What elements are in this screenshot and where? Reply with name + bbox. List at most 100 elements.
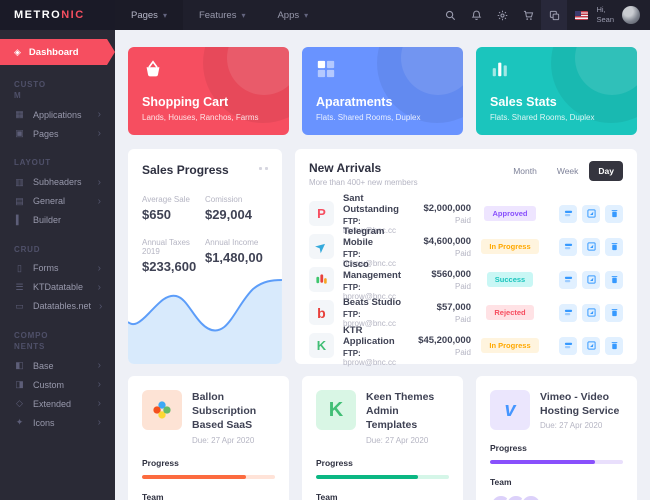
sidebar-item-subheaders[interactable]: ▥ Subheaders › [14,173,101,192]
stat-label: Annual Income [204,238,259,247]
sidebar-section-crud: CRUD ▯ Forms › ☰ KTDatatable › ▭ Datatab… [0,244,115,316]
sidebar-section-custom: CUSTOM ▦ Applications › ▣ Pages › [0,79,115,143]
filter-week-button[interactable]: Week [556,166,579,176]
keen-k-icon: K [316,390,356,430]
header-nav-features[interactable]: Features ▾ [183,0,262,30]
more-options-icon[interactable] [258,167,268,170]
settings-action-icon[interactable] [559,237,577,256]
user-avatar[interactable] [622,6,640,24]
sales-progress-stats: Average Sale $650 Comission $29,004 Annu… [142,195,268,274]
project-title[interactable]: Vimeo - Video Hosting Service [540,391,620,418]
filter-month-button[interactable]: Month [513,166,537,176]
language-flag-us[interactable] [575,10,589,20]
sidebar-item-datatables-net[interactable]: ▭ Datatables.net › [14,297,102,316]
settings-action-icon[interactable] [559,336,577,355]
delete-trash-icon[interactable] [605,303,623,322]
arrival-ftp: FTP: bprow@bnc.cc [342,310,396,328]
arrival-amount: $560,000 Paid [431,268,471,291]
sidebar-item-dashboard-label: Dashboard [28,46,79,58]
table-icon: ▭ [15,300,24,311]
sidebar-item-ktdatatable[interactable]: ☰ KTDatatable › [14,278,101,297]
stat-card-shopping-cart[interactable]: Shopping Cart Lands, Houses, Ranchos, Fa… [128,47,289,135]
general-layout-icon: ▤ [15,195,24,206]
quick-panels-icon[interactable] [541,0,568,30]
filter-day-button[interactable]: Day [589,161,623,181]
extended-diamond-icon: ◇ [16,398,23,409]
sidebar-item-label: Forms [33,263,59,274]
period-filter: Month Week Day [504,161,623,181]
edit-pencil-icon[interactable] [582,204,600,223]
arrival-name[interactable]: Telegram Mobile [342,225,385,248]
delete-trash-icon[interactable] [605,336,623,355]
project-title[interactable]: Keen Themes Admin Templates [366,391,435,432]
settings-action-icon[interactable] [559,303,577,322]
row-actions [549,204,623,223]
sidebar-item-label: General [33,196,66,207]
edit-pencil-icon[interactable] [582,270,600,289]
chevron-right-icon: › [97,281,101,293]
edit-pencil-icon[interactable] [582,237,600,256]
delete-trash-icon[interactable] [605,270,623,289]
brand-logo[interactable]: METRONIC [0,0,115,30]
sidebar-item-applications[interactable]: ▦ Applications › [14,105,101,124]
arrival-row-telegram: ➤ Telegram Mobile FTP: bprow@bnc.cc $4,6… [308,226,623,268]
sidebar-item-extended[interactable]: ◇ Extended › [14,394,101,413]
sidebar-item-general[interactable]: ▤ General › [14,192,101,211]
sales-progress-card: Sales Progress Average Sale $650 Comissi… [128,149,282,364]
project-title[interactable]: Ballon Subscription Based SaaS [192,391,257,432]
icons-star-icon: ✦ [15,417,24,428]
team-label: Team [490,477,512,488]
sidebar-item-custom[interactable]: ◨ Custom › [14,375,101,394]
sidebar-item-label: Subheaders [33,177,82,188]
settings-gear-icon[interactable] [489,0,515,30]
arrival-name[interactable]: Cisco Management [342,258,402,281]
chevron-right-icon: › [97,417,101,429]
progress-bar [490,460,623,465]
basket-icon [142,59,275,83]
sidebar-item-icons[interactable]: ✦ Icons › [14,413,101,432]
user-greeting[interactable]: Hi, Sean [596,5,614,25]
settings-action-icon[interactable] [559,270,577,289]
sidebar-item-label: KTDatatable [33,282,84,293]
stat-card-sales-stats[interactable]: Sales Stats Flats. Shared Rooms, Duplex [476,47,637,135]
arrival-name[interactable]: Beats Studio [342,297,401,308]
sidebar-item-label: Base [33,360,54,371]
sidebar-item-dashboard[interactable]: ◈ Dashboard [0,39,115,65]
stat-card-apartments[interactable]: Aparatments Flats. Shared Rooms, Duplex [302,47,463,135]
sidebar-item-base[interactable]: ◧ Base › [14,356,101,375]
sidebar-item-label: Datatables.net [33,301,92,312]
header-nav-pages[interactable]: Pages ▾ [115,0,183,30]
sidebar-item-pages[interactable]: ▣ Pages › [14,124,101,143]
progress-fill [490,460,596,465]
sidebar-item-forms[interactable]: ▯ Forms › [14,259,101,278]
settings-action-icon[interactable] [559,204,577,223]
chevron-down-icon: ▾ [304,10,309,20]
top-header: METRONIC Pages ▾ Features ▾ Apps ▾ Hi, [0,0,650,30]
dashboard-diamond-icon: ◈ [14,46,21,57]
stat-value: $650 [142,207,171,222]
arrival-row-beats: b Beats Studio FTP: bprow@bnc.cc $57,000… [308,296,623,329]
edit-pencil-icon[interactable] [582,336,600,355]
sidebar-item-builder[interactable]: ▍ Builder [14,211,101,230]
team-label: Team [142,491,164,500]
row-actions [549,336,623,355]
sidebar-item-label: Pages [33,128,59,139]
stat-annual-taxes: Annual Taxes 2019 $233,600 [142,238,205,274]
avatar[interactable] [520,494,542,500]
chevron-right-icon: › [97,379,101,391]
header-nav-apps[interactable]: Apps ▾ [261,0,324,30]
delete-trash-icon[interactable] [605,237,623,256]
cart-icon[interactable] [515,0,541,30]
sidebar: ◈ Dashboard CUSTOM ▦ Applications › ▣ Pa… [0,30,115,500]
search-icon[interactable] [437,0,463,30]
edit-pencil-icon[interactable] [582,303,600,322]
sidebar-item-label: Applications [33,109,82,120]
notifications-bell-icon[interactable] [463,0,489,30]
arrival-name[interactable]: Sant Outstanding [342,192,399,215]
arrival-name[interactable]: KTR Application [342,324,395,347]
stat-card-subtitle: Lands, Houses, Ranchos, Farms [142,113,259,122]
delete-trash-icon[interactable] [605,204,623,223]
stat-comission: Comission $29,004 [205,195,268,222]
progress-label: Progress [490,443,527,454]
new-arrivals-subtitle: More than 400+ new members [308,178,418,187]
